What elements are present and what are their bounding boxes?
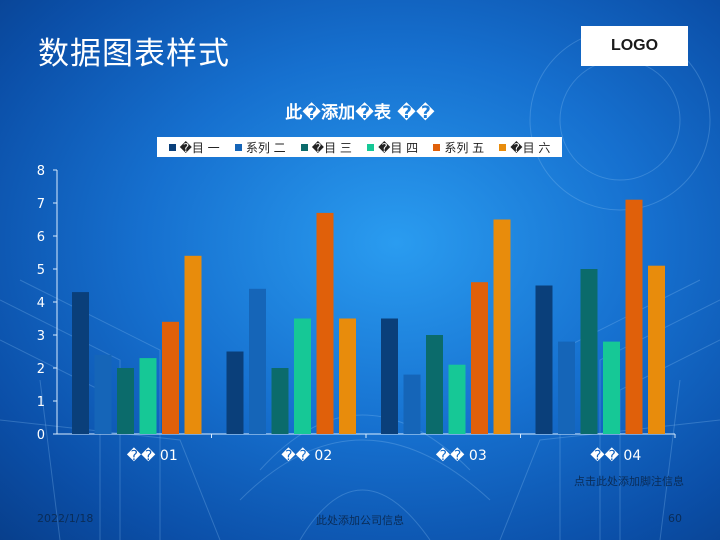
y-tick-label: 2: [37, 362, 45, 377]
legend-label: �目 一: [179, 140, 220, 155]
legend-label: �目 四: [378, 140, 419, 155]
legend-swatch: [433, 143, 441, 151]
bar: [294, 318, 311, 434]
bar: [426, 335, 443, 434]
bar: [162, 321, 179, 434]
page-number: 60: [668, 512, 682, 525]
chart-title: 此�添加�表 ��: [285, 103, 435, 123]
legend-item: 系列 二: [234, 139, 286, 156]
bar: [316, 212, 334, 434]
bar: [339, 318, 356, 434]
y-tick-label: 3: [37, 329, 45, 344]
footnote-text: 点击此处添加脚注信息: [574, 475, 684, 488]
bar: [94, 354, 112, 434]
x-tick-label: �� 02: [281, 447, 332, 464]
legend-label: �目 三: [311, 140, 352, 155]
legend-item: �目 四: [367, 139, 418, 156]
y-tick-label: 8: [37, 164, 45, 179]
y-tick-label: 6: [37, 230, 45, 245]
logo: LOGO: [581, 26, 688, 66]
legend-item: �目 六: [499, 139, 550, 156]
legend-item: �目 一: [168, 139, 220, 156]
legend-swatch: [300, 143, 308, 151]
y-tick-label: 5: [37, 263, 45, 278]
legend-item: 系列 五: [433, 139, 484, 156]
legend-swatch: [234, 143, 242, 151]
legend-item: �目 三: [300, 139, 352, 156]
y-tick-label: 1: [37, 395, 45, 410]
bar: [625, 199, 643, 434]
bar: [381, 318, 398, 434]
legend-label: �目 六: [510, 140, 551, 155]
bar: [493, 219, 511, 434]
x-tick-label: �� 04: [590, 447, 641, 464]
x-tick-label: �� 01: [127, 447, 178, 464]
bar: [226, 351, 244, 434]
bar: [249, 288, 266, 434]
y-tick-label: 7: [37, 197, 45, 212]
bar: [603, 341, 620, 434]
legend-swatch: [499, 143, 507, 151]
legend-label: 系列 五: [444, 140, 485, 155]
bar: [448, 364, 466, 434]
bar: [271, 368, 289, 434]
bar: [403, 374, 421, 434]
legend-swatch: [168, 143, 176, 151]
y-tick-label: 0: [37, 428, 45, 443]
footer-company: 此处添加公司信息: [316, 514, 404, 527]
bar: [471, 282, 488, 434]
x-tick-label: �� 03: [436, 447, 487, 464]
bar: [117, 368, 134, 434]
bar: [184, 255, 202, 434]
bar: [558, 341, 575, 434]
bar: [535, 285, 553, 434]
footer-date: 2022/1/18: [37, 512, 94, 525]
legend-label: 系列 二: [245, 140, 286, 155]
slide-title: 数据图表样式: [38, 36, 230, 72]
bar: [139, 358, 157, 434]
legend-swatch: [367, 143, 375, 151]
bar: [648, 265, 665, 434]
chart-legend: �目 一 系列 二 �目 三 �目 四 系列 五 �目 六: [157, 137, 562, 157]
y-tick-label: 4: [37, 296, 45, 311]
bar: [72, 292, 89, 434]
bar: [580, 269, 598, 434]
